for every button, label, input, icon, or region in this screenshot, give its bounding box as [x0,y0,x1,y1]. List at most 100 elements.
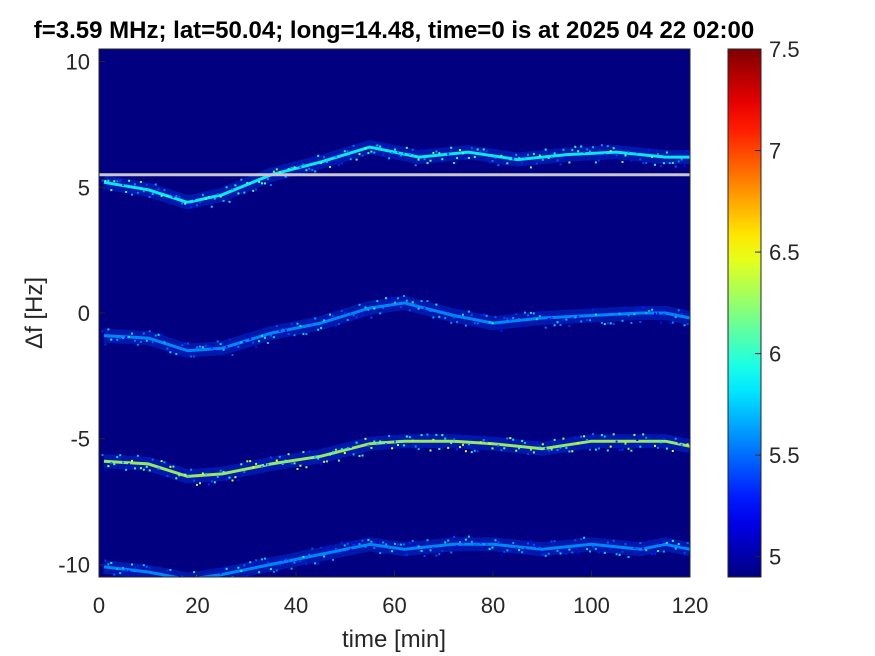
spectrogram-speck [178,195,181,198]
spectrogram-speck [476,322,479,325]
spectrogram-speck [216,475,219,478]
spectrogram-speck [521,325,524,328]
spectrogram-speck [633,152,636,155]
spectrogram-speck [571,450,574,453]
spectrogram-speck [476,450,479,453]
colorbar: 5 5.5 6 6.5 7 7.5 [727,37,800,578]
spectrogram-speck [187,588,189,590]
spectrogram-speck [462,313,464,316]
spectrogram-speck [222,348,225,351]
spectrogram-speck [243,564,246,567]
spectrogram-speck [358,303,361,306]
spectrogram-speck [148,330,151,333]
spectrogram-speck [388,157,391,160]
spectrogram-speck [677,160,680,163]
spectrogram-speck [219,572,222,575]
spectrogram-speck [479,441,482,444]
spectrogram-speck [459,541,461,544]
spectrogram-speck [190,355,193,358]
spectrogram-speck [101,565,104,567]
spectrogram-speck [352,314,355,317]
colorbar-gradient [727,48,762,578]
spectrogram-speck [281,463,284,465]
spectrogram-speck [609,322,612,325]
spectrogram-speck [660,165,662,168]
spectrogram-speck [367,152,370,155]
spectrogram-speck [343,312,346,315]
spectrogram-speck [594,547,597,550]
spectrogram-speck [559,163,562,166]
spectrogram-speck [255,559,258,562]
spectrogram-speck [538,546,541,549]
spectrogram-speck [222,471,225,473]
spectrogram-speck [444,317,447,320]
spectrogram-speck [367,444,370,447]
spectrogram-speck [624,543,627,546]
spectrogram-speck [482,439,485,441]
spectrogram-speck [583,150,586,153]
spectrogram-speck [482,543,485,546]
spectrogram-speck [205,586,207,588]
spectrogram-speck [402,444,405,447]
spectrogram-speck [562,318,565,321]
spectrogram-speck [668,441,671,444]
spectrogram-speck [444,152,447,155]
spectrogram-speck [113,339,116,342]
spectrogram-speck [420,434,423,437]
spectrogram-speck [343,452,346,454]
spectrogram-speck [199,482,201,485]
spectrogram-speck [485,543,488,546]
spectrogram-speck [680,444,683,447]
spectrogram-speck [556,448,559,451]
spectrogram-speck [104,180,107,182]
spectrogram-speck [367,308,370,311]
spectrogram-speck [343,544,346,547]
spectrogram-speck [397,297,399,300]
spectrogram-speck [373,547,376,550]
spectrogram-speck [181,344,184,347]
spectrogram-speck [568,548,571,551]
spectrogram-speck [556,321,559,324]
spectrogram-speck [178,474,181,477]
spectrogram-speck [225,567,228,570]
spectrogram-speck [388,546,391,549]
spectrogram-speck [580,145,583,148]
spectrogram-speck [134,467,136,470]
spectrogram-speck [518,447,521,450]
spectrogram-speck [311,457,314,460]
spectrogram-speck [234,346,237,349]
spectrogram-speck [621,550,624,553]
spectrogram-speck [473,543,476,546]
spectrogram-speck [662,313,665,316]
spectrogram-speck [249,460,252,463]
spectrogram-speck [258,181,261,183]
spectrogram-speck [334,448,337,451]
spectrogram-speck [651,553,654,555]
spectrogram-speck [122,337,125,340]
spectrogram-speck [485,440,488,443]
spectrogram-speck [532,312,535,315]
spectrogram-speck [314,562,317,565]
spectrogram-speck [568,325,571,327]
spectrogram-speck [148,196,151,198]
spectrogram-speck [187,342,190,345]
spectrogram-speck [358,543,361,546]
spectrogram-speck [538,315,541,318]
spectrogram-speck [441,158,444,161]
spectrogram-speck [503,316,506,319]
spectrogram-speck [532,451,535,454]
spectrogram-speck [125,569,128,572]
spectrogram-speck [429,159,432,162]
spectrogram-speck [438,315,441,318]
spectrogram-speck [116,568,119,571]
spectrogram-speck [166,195,169,197]
spectrogram-speck [266,561,269,564]
spectrogram-speck [603,323,606,326]
spectrogram-speck [211,583,213,585]
spectrogram-speck [686,323,689,326]
spectrogram-speck [346,542,349,545]
spectrogram-speck [101,454,104,457]
spectrogram-speck [385,297,388,300]
spectrogram-speck [394,301,396,304]
